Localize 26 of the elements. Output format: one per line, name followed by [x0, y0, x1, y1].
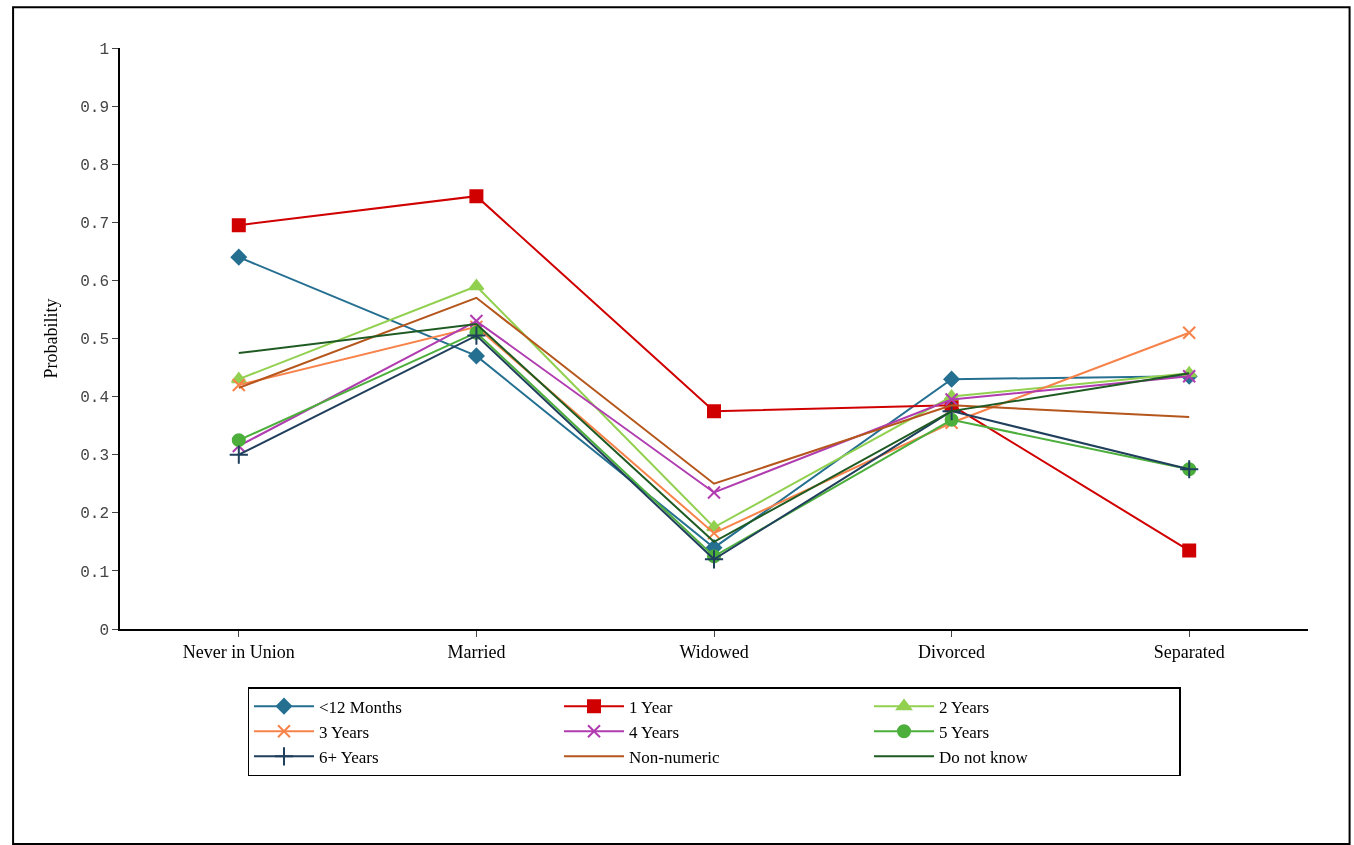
legend-label: <12 Months	[319, 697, 402, 717]
x-tick-label: Widowed	[679, 642, 749, 663]
y-tick-label: 0.4	[80, 389, 110, 408]
x-tick-label: Separated	[1153, 642, 1225, 663]
legend-label: 5 Years	[939, 722, 990, 742]
x-tick-label: Never in Union	[182, 642, 295, 663]
y-tick-label: 0.6	[80, 273, 110, 291]
y-tick-label: 0.5	[80, 331, 110, 350]
y-tick-label: 0.9	[80, 98, 110, 117]
y-tick-label: 0.3	[80, 447, 110, 466]
x-tick-label: Divorced	[918, 642, 986, 663]
y-tick-label: 0.1	[80, 563, 110, 582]
legend-label: 3 Years	[319, 722, 370, 742]
legend-label: 4 Years	[629, 722, 680, 742]
y-tick-label: 0.2	[80, 505, 110, 524]
legend-label: Non-numeric	[629, 747, 721, 767]
y-tick-label: 0.7	[80, 214, 110, 233]
y-tick-label: 0	[99, 621, 110, 640]
y-axis-title: Probability	[40, 298, 61, 379]
y-tick-label: 0.8	[80, 156, 110, 175]
legend-label: 1 Year	[629, 697, 673, 717]
x-tick-label: Married	[447, 642, 506, 663]
legend-label: 6+ Years	[319, 747, 379, 767]
legend-label: 2 Years	[939, 697, 990, 717]
y-tick-label: 1	[99, 40, 110, 59]
legend-label: Do not know	[939, 747, 1029, 767]
